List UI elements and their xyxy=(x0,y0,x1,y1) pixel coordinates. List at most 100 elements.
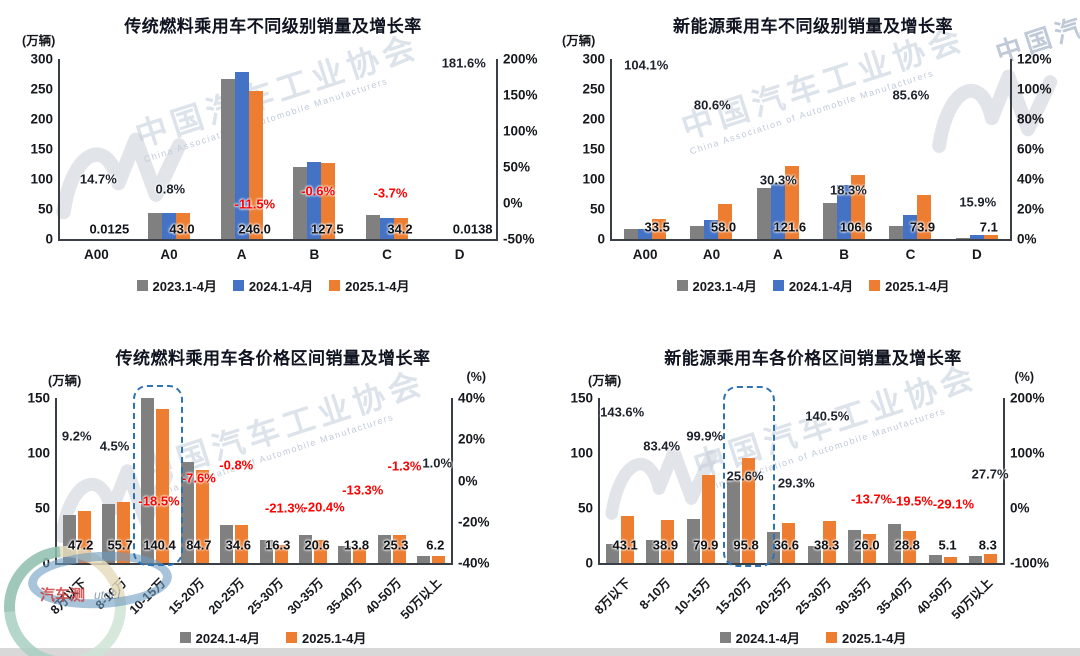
bar-group xyxy=(215,398,254,563)
growth-label: 181.6% xyxy=(441,55,486,71)
bar xyxy=(686,519,700,563)
bar xyxy=(299,534,313,563)
bar-group xyxy=(372,398,411,563)
growth-label: -0.8% xyxy=(219,457,254,473)
category-axis: A00 A0 A B C D xyxy=(60,239,496,301)
y2-axis-tick-label: 20% xyxy=(458,431,486,447)
legend-item: 2025.1-4月 xyxy=(869,276,949,295)
legend-label: 2025.1-4月 xyxy=(842,631,907,646)
category-label: 50万以上 xyxy=(397,575,445,623)
bar xyxy=(646,539,660,563)
bar-group xyxy=(963,398,1003,563)
growth-label: -19.5% xyxy=(891,493,933,509)
value-label: 6.2 xyxy=(426,537,445,553)
bar xyxy=(377,534,391,563)
value-label: 5.1 xyxy=(938,537,957,553)
value-label: 33.5 xyxy=(644,219,670,235)
growth-label: 0.8% xyxy=(155,181,186,197)
value-label: 34.2 xyxy=(387,221,413,237)
bar-group xyxy=(882,398,922,563)
chart-title: 传统燃料乘用车各价格区间销量及增长率 xyxy=(115,349,431,368)
bar xyxy=(353,547,367,563)
growth-label: 25.6% xyxy=(726,468,764,484)
value-label: 246.0 xyxy=(238,221,271,237)
value-label: 121.6 xyxy=(773,219,807,235)
bar xyxy=(234,72,249,239)
value-label: 84.7 xyxy=(186,537,212,553)
y2-axis-tick-label: -20% xyxy=(458,514,490,530)
y-axis-tick-label: 300 xyxy=(582,51,605,67)
legend-item: 2024.1-4月 xyxy=(232,276,313,295)
value-label: 20.6 xyxy=(304,537,330,553)
bar-group xyxy=(333,398,372,563)
y2-axis-tick-label: -40% xyxy=(458,555,490,571)
y-axis-tick-label: 200 xyxy=(30,111,53,127)
legend-swatch xyxy=(676,280,688,291)
value-label: 38.3 xyxy=(813,537,840,553)
bar xyxy=(903,215,918,239)
chart-panel-fuel-by-class: 传统燃料乘用车不同级别销量及增长率 (万辆) 300 250 200 150 100 50… xyxy=(6,4,540,330)
bar xyxy=(718,204,733,239)
growth-label: -21.3% xyxy=(264,500,307,516)
category-label: 8万以下 xyxy=(48,575,90,618)
value-label: 26.0 xyxy=(854,537,880,553)
y2-axis-unit-label: (%) xyxy=(466,370,486,384)
bar xyxy=(837,184,852,239)
y2-axis-tick-label: 60% xyxy=(1017,141,1045,157)
legend-label: 2023.1-4月 xyxy=(692,279,757,294)
growth-label: 15.9% xyxy=(959,194,997,210)
category-axis: 8万以下 8-10万 10-15万 15-20万 20-25万 25-30万 30-35万 3… xyxy=(48,563,451,625)
bar-group xyxy=(944,59,1010,239)
legend-label: 2024.1-4月 xyxy=(735,631,800,646)
bar xyxy=(917,194,932,239)
bar xyxy=(823,203,838,239)
growth-label: 1.0% xyxy=(422,455,453,471)
y2-axis-tick-label: 100% xyxy=(1010,445,1045,461)
bottom-strip xyxy=(0,648,1080,656)
bar xyxy=(807,545,821,563)
chart-legend: 2023.1-4月 2024.1-4月 2025.1-4月 xyxy=(6,276,540,295)
y-axis-tick-label: 150 xyxy=(27,390,50,406)
growth-label: 4.5% xyxy=(99,438,130,454)
value-label: 16.3 xyxy=(265,537,291,553)
category-label: 30-35万 xyxy=(833,575,875,618)
legend-label: 2025.1-4月 xyxy=(302,631,367,646)
y2-axis-tick-label: 40% xyxy=(1017,171,1045,187)
value-label: 8.3 xyxy=(978,537,997,553)
y-axis-tick-label: 250 xyxy=(30,81,53,97)
y2-axis-tick-label: 100% xyxy=(1017,81,1052,97)
bar-group xyxy=(278,59,351,239)
growth-label: -29.1% xyxy=(932,496,975,512)
growth-label: 99.9% xyxy=(686,428,724,444)
category-label: 35-40万 xyxy=(873,575,915,618)
bar-group xyxy=(745,59,811,239)
value-label: 73.9 xyxy=(909,219,936,235)
bar-group xyxy=(205,59,278,239)
bar xyxy=(307,162,322,239)
y-axis-unit-label: (万辆) xyxy=(48,374,82,388)
y2-axis-tick-label: 40% xyxy=(458,390,486,406)
bar-group xyxy=(640,398,680,563)
bar-group xyxy=(922,398,962,563)
bar xyxy=(727,479,741,563)
category-label: A0 xyxy=(160,247,178,262)
value-label: 43.1 xyxy=(612,537,638,553)
category-label: B xyxy=(309,247,320,262)
value-label: 34.6 xyxy=(225,537,251,553)
bar xyxy=(847,529,861,563)
chart-panel-fuel-by-price: 传统燃料乘用车各价格区间销量及增长率 (万辆) (%) 150 100 50 0 40%… xyxy=(6,336,540,654)
chart-panel-nev-by-class: 新能源乘用车不同级别销量及增长率 (万辆) 300 250 200 150 100 50 0… xyxy=(546,4,1080,330)
y2-axis-tick-label: 0% xyxy=(458,473,478,488)
chart-legend: 2023.1-4月 2024.1-4月 2025.1-4月 xyxy=(546,276,1080,295)
y2-axis-tick-label: 0% xyxy=(1010,500,1030,516)
chart-legend: 2024.1-4月 2025.1-4月 xyxy=(6,628,540,647)
legend-swatch xyxy=(772,280,784,291)
y-axis-tick-label: 150 xyxy=(582,141,605,157)
legend-label: 2024.1-4月 xyxy=(195,631,260,646)
growth-label: -11.5% xyxy=(234,196,276,212)
plot-area: 150 100 50 0 40% 20% 0% -20% -40% 8万以下 8-10万 10-15万… xyxy=(27,385,490,622)
legend-item: 2023.1-4月 xyxy=(136,276,217,295)
plot-area: 150 100 50 0 200% 100% 0% -100% 8万以下 8-10万 10-15万 1… xyxy=(570,386,1049,622)
value-label: 7.1 xyxy=(979,219,998,235)
